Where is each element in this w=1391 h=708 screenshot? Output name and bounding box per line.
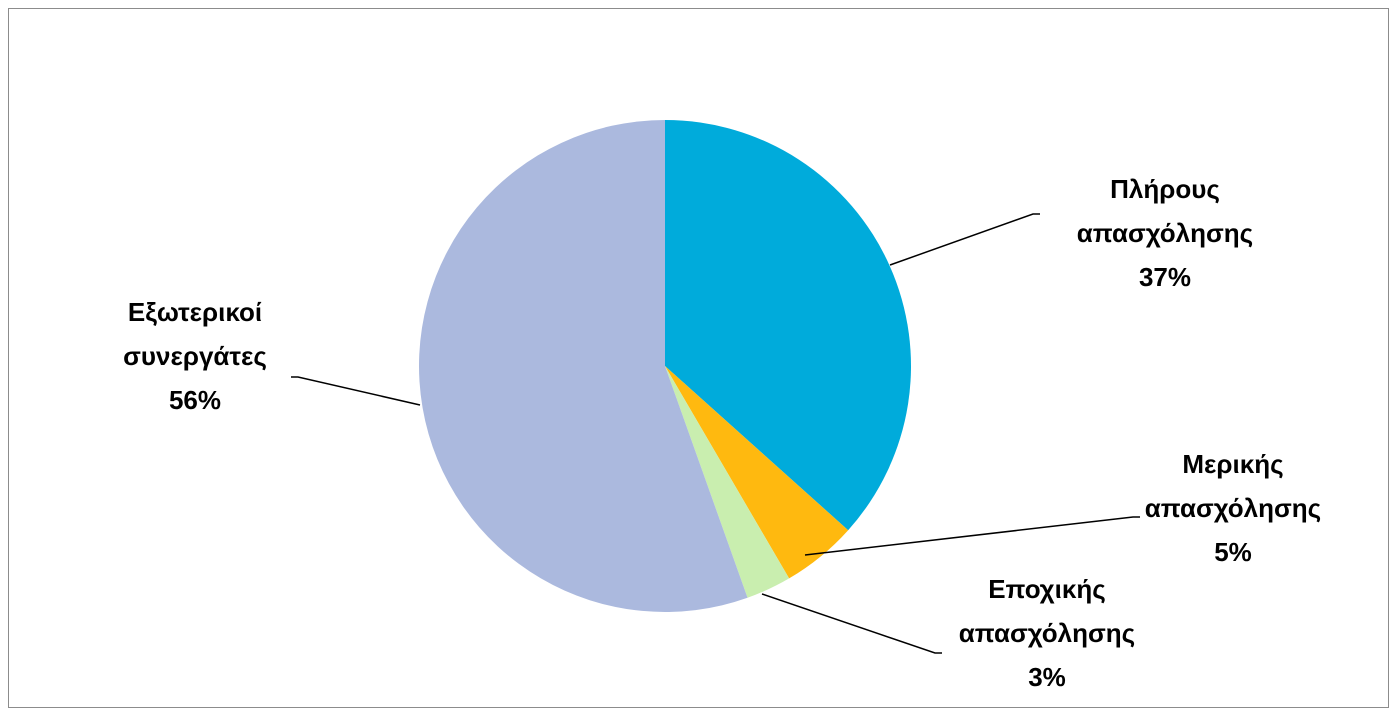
slice-category-label: Μερικής — [1182, 449, 1283, 479]
slice-data-label: Εξωτερικοί συνεργάτες 56% — [123, 297, 267, 415]
slice-percent-label: 5% — [1214, 537, 1252, 567]
leader-line — [889, 213, 1040, 266]
pie-slice — [418, 120, 748, 612]
pie-slices — [418, 120, 911, 612]
slice-percent-label: 37% — [1139, 262, 1191, 292]
slice-category-label: Εξωτερικοί — [128, 297, 262, 327]
slice-data-label: Μερικής απασχόλησης 5% — [1145, 449, 1321, 567]
leader-line — [761, 593, 942, 654]
leader-line — [291, 376, 421, 406]
slice-category-label: απασχόλησης — [959, 618, 1135, 648]
slice-category-label: Πλήρους — [1110, 174, 1220, 204]
slice-category-label: συνεργάτες — [123, 341, 267, 371]
slice-category-label: απασχόλησης — [1077, 218, 1253, 248]
pie-slice — [665, 120, 911, 531]
pie-slice — [665, 366, 790, 598]
slice-category-label: Εποχικής — [988, 574, 1106, 604]
leader-line — [804, 516, 1140, 556]
slice-percent-label: 56% — [169, 385, 221, 415]
slice-data-label: Πλήρους απασχόλησης 37% — [1077, 174, 1253, 292]
slice-percent-label: 3% — [1028, 662, 1066, 692]
slice-data-label: Εποχικής απασχόλησης 3% — [959, 574, 1135, 692]
pie-slice — [665, 366, 849, 579]
slice-category-label: απασχόλησης — [1145, 493, 1321, 523]
